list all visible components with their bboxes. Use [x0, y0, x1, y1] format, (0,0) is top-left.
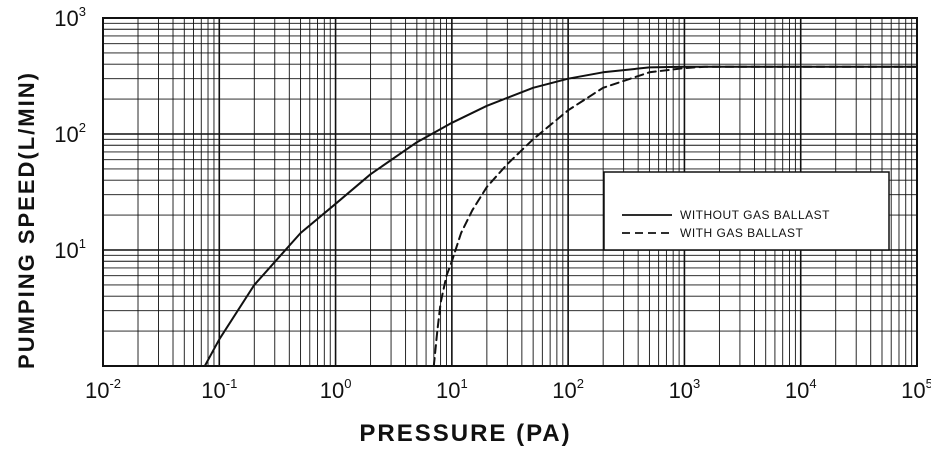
y-axis-label-wrapper: PUMPING SPEED(L/MIN) — [14, 71, 39, 369]
y-tick-labels: 101 102 103 — [54, 4, 86, 263]
x-tick-label: 10-1 — [201, 376, 237, 403]
y-tick-label: 102 — [54, 120, 86, 147]
x-tick-label: 103 — [669, 376, 701, 403]
plot-frame — [102, 17, 918, 367]
y-tick-label: 101 — [54, 236, 86, 263]
legend-label: WITHOUT GAS BALLAST — [680, 208, 830, 222]
x-tick-label: 105 — [901, 376, 931, 403]
x-tick-label: 100 — [320, 376, 352, 403]
x-tick-label: 10-2 — [85, 376, 121, 403]
x-tick-label: 101 — [436, 376, 468, 403]
series-line-with-gas-ballast — [432, 65, 918, 367]
legend-box — [603, 171, 890, 251]
chart-grid — [102, 18, 917, 367]
legend-label: WITH GAS BALLAST — [680, 226, 804, 240]
chart-series — [203, 65, 918, 367]
x-tick-label: 102 — [552, 376, 584, 403]
x-tick-label: 104 — [785, 376, 817, 403]
y-axis-label: PUMPING SPEED(L/MIN) — [14, 71, 39, 369]
series-line-without-gas-ballast — [203, 65, 918, 367]
x-axis-label: PRESSURE (PA) — [359, 420, 572, 447]
legend: WITHOUT GAS BALLAST WITH GAS BALLAST — [603, 171, 890, 251]
x-tick-labels: 10-2 10-1 100 101 102 103 104 105 — [85, 376, 931, 403]
y-tick-label: 103 — [54, 4, 86, 31]
